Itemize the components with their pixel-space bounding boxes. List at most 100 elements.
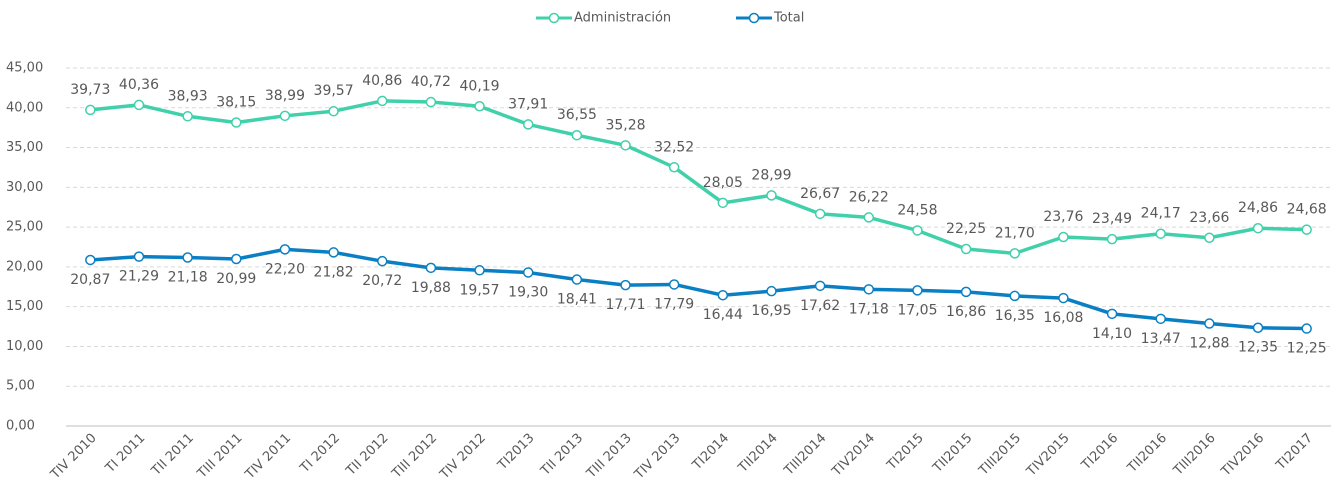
data-point bbox=[133, 251, 145, 262]
data-label: 13,47 bbox=[1141, 331, 1181, 347]
x-tick-label: TIII2014 bbox=[781, 431, 829, 479]
data-point bbox=[425, 262, 437, 274]
data-point bbox=[620, 140, 631, 151]
data-point bbox=[1155, 313, 1166, 325]
data-point bbox=[1252, 222, 1264, 234]
y-tick-label: 25,00 bbox=[6, 220, 43, 235]
data-point bbox=[1009, 290, 1020, 302]
data-point bbox=[571, 274, 583, 285]
data-label: 39,57 bbox=[314, 83, 354, 99]
data-point bbox=[1252, 322, 1264, 333]
data-label: 17,71 bbox=[605, 297, 645, 313]
data-point bbox=[474, 101, 485, 112]
data-label: 23,49 bbox=[1092, 211, 1132, 227]
x-tick-label: TI 2012 bbox=[297, 431, 343, 477]
data-label: 36,55 bbox=[557, 107, 597, 123]
data-label: 17,05 bbox=[897, 302, 937, 318]
y-tick-label: 0,00 bbox=[6, 419, 35, 434]
data-label: 35,28 bbox=[605, 117, 645, 133]
x-tick-label: TIV 2012 bbox=[437, 431, 489, 483]
y-tick-label: 10,00 bbox=[6, 339, 43, 354]
data-label: 24,58 bbox=[897, 202, 937, 218]
data-label: 16,95 bbox=[751, 303, 791, 319]
data-point bbox=[960, 286, 972, 298]
data-label: 16,86 bbox=[946, 304, 986, 320]
data-point bbox=[279, 110, 291, 122]
data-point bbox=[1204, 232, 1215, 244]
data-label: 38,99 bbox=[265, 88, 305, 104]
data-label: 40,19 bbox=[460, 78, 500, 94]
x-tick-label: TIV2015 bbox=[1023, 431, 1072, 480]
data-label: 19,57 bbox=[460, 282, 500, 298]
data-label: 20,87 bbox=[70, 272, 110, 288]
data-point bbox=[377, 255, 388, 267]
data-point bbox=[1058, 292, 1069, 304]
data-label: 19,30 bbox=[508, 284, 548, 300]
x-tick-label: TII2016 bbox=[1124, 431, 1170, 477]
x-tick-label: TI2016 bbox=[1078, 431, 1121, 474]
data-label: 21,18 bbox=[168, 270, 208, 286]
data-point bbox=[1106, 233, 1118, 245]
data-point bbox=[717, 197, 729, 209]
data-label: 12,25 bbox=[1287, 341, 1327, 357]
x-tick-label: TI2013 bbox=[494, 431, 537, 474]
x-tick-label: TI2017 bbox=[1273, 431, 1316, 474]
x-tick-label: TIV 2011 bbox=[242, 431, 294, 483]
data-label: 16,44 bbox=[703, 307, 743, 323]
data-label: 19,88 bbox=[411, 280, 451, 296]
x-tick-label: TIII 2011 bbox=[194, 431, 245, 482]
data-point bbox=[1106, 308, 1118, 320]
data-label: 40,72 bbox=[411, 74, 451, 90]
x-tick-label: TIII2016 bbox=[1170, 431, 1218, 479]
data-label: 24,17 bbox=[1141, 206, 1181, 222]
x-tick-label: TI 2011 bbox=[102, 431, 148, 477]
data-point bbox=[328, 247, 339, 258]
data-label: 26,22 bbox=[849, 189, 889, 205]
data-label: 40,36 bbox=[119, 77, 159, 93]
data-label: 39,73 bbox=[70, 82, 110, 98]
data-label: 14,10 bbox=[1092, 326, 1132, 342]
data-label: 24,68 bbox=[1287, 202, 1327, 218]
data-label: 38,15 bbox=[216, 94, 256, 110]
data-point bbox=[814, 208, 826, 220]
x-tick-label: TIV 2013 bbox=[631, 431, 683, 483]
data-label: 23,66 bbox=[1189, 210, 1229, 226]
data-point bbox=[85, 254, 96, 266]
legend-label: Administración bbox=[574, 11, 671, 26]
data-label: 16,08 bbox=[1043, 310, 1083, 326]
data-label: 38,93 bbox=[168, 88, 208, 104]
data-point bbox=[425, 96, 437, 108]
y-tick-label: 5,00 bbox=[6, 379, 35, 394]
data-point bbox=[85, 104, 96, 116]
data-point bbox=[912, 285, 923, 296]
data-point bbox=[668, 279, 680, 290]
x-tick-label: TII2014 bbox=[735, 431, 781, 477]
x-tick-label: TI2015 bbox=[884, 431, 927, 474]
data-label: 17,18 bbox=[849, 301, 889, 317]
data-point bbox=[1009, 248, 1020, 259]
data-point bbox=[328, 105, 339, 117]
data-label: 22,20 bbox=[265, 261, 305, 277]
data-label: 40,86 bbox=[362, 73, 402, 89]
data-label: 21,70 bbox=[995, 225, 1035, 241]
x-tick-label: TI2014 bbox=[689, 431, 732, 474]
x-tick-label: TIV2016 bbox=[1218, 431, 1267, 480]
x-tick-label: TIV2014 bbox=[829, 431, 878, 480]
data-label: 37,91 bbox=[508, 96, 548, 112]
data-point bbox=[863, 212, 875, 223]
data-point bbox=[766, 285, 777, 297]
data-label: 32,52 bbox=[654, 139, 694, 155]
y-tick-label: 15,00 bbox=[6, 299, 43, 314]
legend-label: Total bbox=[773, 11, 804, 26]
data-point bbox=[1301, 224, 1312, 235]
data-point bbox=[863, 284, 875, 295]
data-point bbox=[571, 129, 583, 141]
data-point bbox=[717, 289, 729, 301]
data-point bbox=[668, 162, 680, 173]
data-point bbox=[133, 99, 145, 111]
y-tick-label: 30,00 bbox=[6, 180, 43, 195]
data-label: 22,25 bbox=[946, 221, 986, 237]
data-point bbox=[766, 190, 777, 201]
data-point bbox=[231, 253, 242, 265]
